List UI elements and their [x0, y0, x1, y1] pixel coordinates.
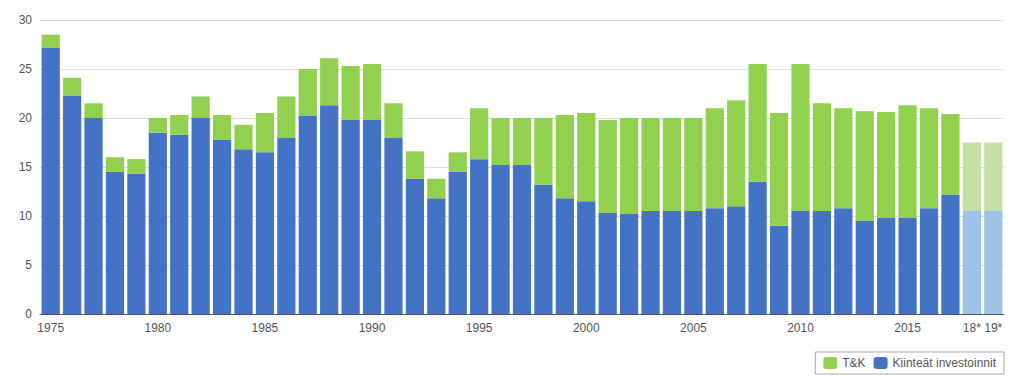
svg-text:T&K: T&K	[842, 356, 865, 370]
svg-text:1980: 1980	[144, 321, 171, 335]
svg-text:19*: 19*	[984, 321, 1002, 335]
svg-text:2010: 2010	[787, 321, 814, 335]
svg-text:10: 10	[19, 209, 33, 223]
svg-text:Kiinteät investoinnit: Kiinteät investoinnit	[893, 356, 997, 370]
svg-text:1990: 1990	[359, 321, 386, 335]
svg-text:20: 20	[19, 111, 33, 125]
svg-text:2015: 2015	[894, 321, 921, 335]
svg-text:1975: 1975	[37, 321, 64, 335]
svg-text:25: 25	[19, 62, 33, 76]
svg-text:0: 0	[25, 307, 32, 321]
svg-text:18*: 18*	[963, 321, 981, 335]
svg-text:30: 30	[19, 13, 33, 27]
svg-text:2005: 2005	[680, 321, 707, 335]
svg-text:1995: 1995	[466, 321, 493, 335]
svg-text:2000: 2000	[573, 321, 600, 335]
svg-text:1985: 1985	[252, 321, 279, 335]
svg-text:5: 5	[25, 258, 32, 272]
svg-text:15: 15	[19, 160, 33, 174]
